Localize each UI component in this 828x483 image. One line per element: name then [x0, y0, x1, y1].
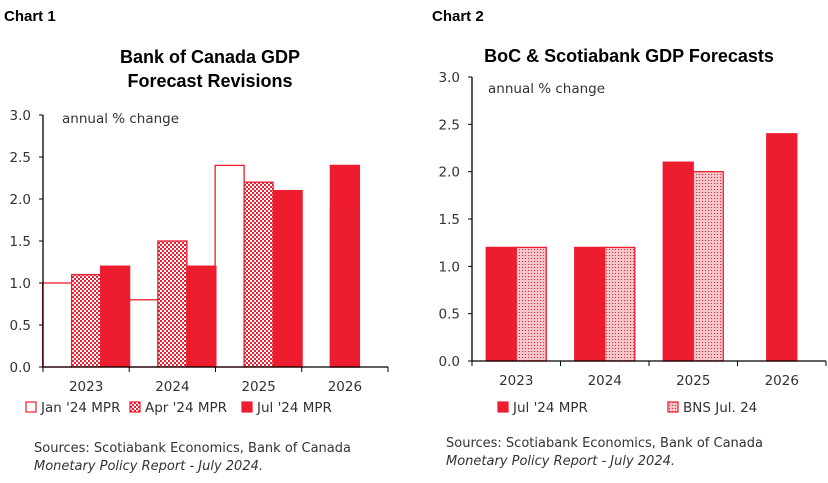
chart2-label: Chart 2: [432, 8, 484, 25]
y-tick-label: 2.5: [10, 150, 31, 166]
y-tick-label: 1.5: [439, 212, 460, 228]
y-tick-label: 3.0: [10, 108, 31, 124]
chart2-source: Sources: Scotiabank Economics, Bank of C…: [446, 436, 763, 469]
y-tick-label: 2.5: [439, 117, 460, 133]
bar-2026-s0: [766, 133, 798, 362]
y-tick-label: 0.0: [439, 354, 460, 370]
y-tick-label: 0.0: [10, 360, 31, 376]
legend-label: Jan '24 MPR: [40, 400, 120, 416]
bar-2025-s1: [692, 171, 724, 362]
x-tick-label: 2025: [676, 373, 710, 389]
chart1-source: Sources: Scotiabank Economics, Bank of C…: [34, 441, 351, 474]
legend-label: BNS Jul. 24: [683, 400, 757, 416]
y-tick-label: 3.0: [439, 70, 460, 86]
y-tick-label: 1.0: [439, 259, 460, 275]
x-tick-label: 2023: [499, 373, 533, 389]
x-tick-label: 2026: [328, 379, 362, 395]
legend-swatch: [129, 401, 141, 413]
legend-label: Jul '24 MPR: [512, 400, 588, 416]
bar-2025-s1: [243, 181, 274, 368]
bar-2023-s0: [41, 282, 73, 368]
x-tick-label: 2026: [765, 373, 799, 389]
y-tick-label: 0.5: [439, 307, 460, 323]
y-axis-label: annual % change: [62, 111, 179, 127]
bar-2025-s0: [662, 161, 694, 362]
bar-2024-s2: [186, 265, 217, 368]
y-tick-label: 0.5: [10, 318, 31, 334]
legend-swatch: [25, 401, 37, 413]
x-tick-label: 2024: [155, 379, 189, 395]
bar-2024-s0: [128, 299, 159, 368]
legend-swatch: [241, 401, 253, 413]
bar-2025-s2: [272, 189, 303, 368]
y-tick-label: 2.0: [439, 165, 460, 181]
y-tick-label: 1.0: [10, 276, 31, 292]
bar-2024-s0: [574, 246, 606, 362]
legend-swatch: [667, 401, 679, 413]
bar-2023-s0: [485, 246, 517, 362]
y-axis-label: annual % change: [488, 81, 605, 97]
chart2-title: BoC & Scotiabank GDP Forecasts: [484, 46, 774, 66]
bar-2026-s2: [329, 164, 361, 368]
legend-swatch: [497, 401, 509, 413]
bar-2025-s0: [214, 164, 245, 368]
bar-2023-s1: [70, 273, 102, 368]
x-tick-label: 2023: [69, 379, 103, 395]
x-tick-label: 2024: [588, 373, 622, 389]
y-tick-label: 2.0: [10, 192, 31, 208]
legend-label: Jul '24 MPR: [256, 400, 332, 416]
x-tick-label: 2025: [241, 379, 275, 395]
bar-2023-s2: [99, 265, 131, 368]
bar-2024-s1: [157, 240, 188, 368]
bar-2023-s1: [515, 246, 547, 362]
bar-2024-s1: [604, 246, 636, 362]
chart1-label: Chart 1: [4, 8, 56, 25]
chart1-title: Bank of Canada GDP Forecast Revisions: [119, 47, 301, 91]
legend-label: Apr '24 MPR: [145, 400, 227, 416]
y-tick-label: 1.5: [10, 234, 31, 250]
